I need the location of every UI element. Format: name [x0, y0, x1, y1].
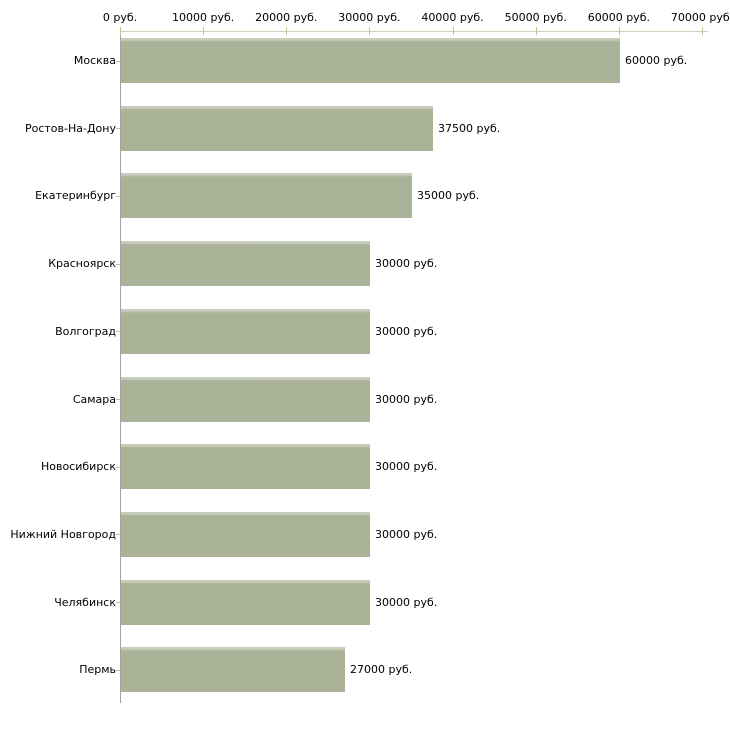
y-tick — [116, 534, 120, 536]
category-label: Пермь — [79, 663, 116, 677]
x-tick — [702, 27, 703, 35]
value-label: 30000 руб. — [375, 257, 438, 271]
y-axis-line — [120, 31, 121, 703]
value-label: 27000 руб. — [350, 663, 413, 677]
y-tick — [116, 128, 120, 130]
x-tick — [535, 27, 537, 35]
value-label: 60000 руб. — [625, 54, 688, 67]
y-tick — [116, 602, 120, 604]
value-label: 30000 руб. — [375, 392, 438, 406]
category-label: Нижний Новгород — [10, 527, 116, 541]
y-tick — [116, 331, 120, 333]
category-label: Красноярск — [48, 257, 116, 271]
bar — [121, 105, 433, 151]
x-tick-label: 10000 руб. — [172, 11, 235, 24]
x-tick-label: 50000 руб. — [504, 11, 567, 24]
x-tick-label: 0 руб. — [102, 11, 138, 24]
category-label: Волгоград — [55, 324, 116, 338]
x-tick — [369, 27, 371, 35]
y-tick — [116, 60, 120, 62]
y-tick — [116, 263, 120, 265]
value-label: 30000 руб. — [375, 460, 438, 474]
x-tick-label: 30000 руб. — [338, 11, 401, 24]
x-tick-label: 60000 руб. — [587, 11, 650, 24]
y-tick — [116, 466, 120, 468]
bar — [121, 579, 370, 625]
y-tick — [116, 669, 120, 671]
x-tick — [120, 27, 121, 35]
category-label: Челябинск — [54, 595, 116, 609]
category-label: Москва — [73, 54, 116, 67]
x-tick-label: 20000 руб. — [255, 11, 318, 24]
category-label: Ростов-На-Дону — [24, 121, 116, 135]
x-tick-label: 70000 руб. — [670, 11, 730, 24]
category-label: Новосибирск — [40, 460, 116, 474]
bar — [121, 376, 370, 422]
value-label: 37500 руб. — [438, 121, 501, 135]
x-tick — [203, 27, 205, 35]
value-label: 30000 руб. — [375, 527, 438, 541]
bar — [121, 38, 620, 83]
category-label: Самара — [72, 392, 116, 406]
x-tick-label: 40000 руб. — [421, 11, 484, 24]
value-label: 30000 руб. — [375, 595, 438, 609]
bar — [121, 173, 412, 219]
value-label: 35000 руб. — [417, 189, 480, 203]
x-tick — [618, 27, 620, 35]
bar — [121, 241, 370, 287]
value-label: 30000 руб. — [375, 324, 438, 338]
bar — [121, 647, 345, 693]
category-label: Екатеринбург — [35, 189, 116, 203]
bar — [121, 444, 370, 490]
bar — [121, 308, 370, 354]
x-tick — [452, 27, 454, 35]
bar — [121, 511, 370, 557]
x-tick — [286, 27, 288, 35]
x-axis-line — [120, 31, 708, 32]
y-tick — [116, 399, 120, 400]
y-tick — [116, 195, 120, 197]
